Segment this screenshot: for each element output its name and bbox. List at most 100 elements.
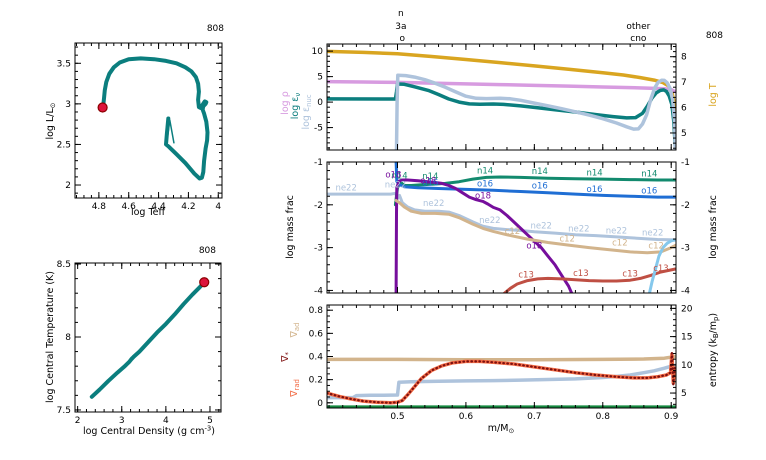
y-right-tick-label: 10 [681, 361, 693, 371]
annotation-n14: n14 [477, 167, 493, 177]
y-right-tick-label: -4 [681, 286, 690, 296]
x-tick-label: 0.8 [596, 412, 611, 422]
series-entropy [327, 363, 676, 400]
y-right-tick-label: 7 [681, 78, 687, 88]
annotation-o16: o16 [587, 185, 603, 195]
series-log-rho [327, 79, 676, 94]
annotation-o16: o16 [532, 182, 548, 192]
series-ne22 [327, 191, 676, 242]
series-hr-track-loop [166, 119, 175, 144]
annotation-n14: n14 [422, 172, 438, 182]
x-tick-label: 3 [119, 416, 125, 426]
grad-ylabel-gradad: ∇ad [289, 323, 301, 339]
panel-frame-grad [326, 304, 677, 409]
y-tick-label: -1 [314, 158, 323, 168]
annotation-c12: c12 [559, 235, 575, 245]
panel-burn: 10 5 0 -5 8 7 6 5 n 3a o other cno [312, 9, 687, 151]
annotation-c12: c12 [648, 241, 664, 251]
panel-trho: 2 3 4 5 7.5 8 8.5 [57, 260, 222, 426]
panel-frame-abund [326, 161, 677, 294]
abund-ylabel-left: log mass frac [285, 195, 296, 259]
y-tick-label: 10 [312, 47, 324, 57]
y-right-tick-label: 15 [681, 333, 692, 343]
annotation-o18: o18 [526, 241, 542, 251]
abund-ylabel-right: log mass frac [708, 195, 719, 259]
y-right-tick-label: -3 [681, 244, 690, 254]
panel-hr: 4.8 4.6 4.4 4.2 4 2 2.5 3 3.5 [57, 42, 223, 212]
burn-ylabel-epsnuc: log εnuc [301, 94, 313, 129]
x-tick-label: 0.9 [664, 412, 679, 422]
series-grad-ad [327, 354, 676, 362]
annotation-n14: n14 [391, 171, 407, 181]
y-tick-label: 8 [65, 333, 71, 343]
series-hr-track [100, 56, 210, 181]
y-tick-label: 0.8 [309, 306, 324, 316]
panel-abund: -1 -2 -3 -4 -1 -2 -3 -4 ne22 ne22 ne22 ne22 ne22 ne22… [314, 158, 690, 296]
annotation-o18: o18 [475, 191, 491, 201]
y-right-tick-label: -1 [681, 158, 690, 168]
x-tick-label: 0.5 [390, 412, 404, 422]
burn-ylabel-logT: log T [708, 83, 719, 107]
y-tick-label: 2 [65, 181, 71, 191]
annotation-o16: o16 [477, 179, 493, 189]
annotation-o16: o16 [641, 187, 657, 197]
y-tick-label: -4 [314, 286, 323, 296]
y-tick-label: 5 [317, 73, 323, 83]
y-right-tick-label: 8 [681, 53, 687, 63]
y-tick-label: -2 [314, 201, 323, 211]
annotation-c12: c12 [612, 238, 628, 248]
x-tick-label: 0.7 [527, 412, 541, 422]
series-c12 [394, 199, 676, 255]
series-grad-star [327, 351, 676, 404]
y-tick-label: 0.6 [309, 329, 324, 339]
annotation-n14: n14 [641, 170, 657, 180]
y-tick-label: -3 [314, 244, 323, 254]
series-trho-track [89, 280, 207, 399]
annotation-c12: c12 [505, 227, 521, 237]
y-right-tick-label: 5 [681, 129, 687, 139]
y-tick-label: 3 [65, 100, 71, 110]
hr-model-number: 808 [207, 24, 224, 34]
annotation-cno: cno [630, 34, 647, 44]
panel-grad: 0.5 0.6 0.7 0.8 0.9 0.8 0.6 0.4 0.2 0 20 15 10 5 [309, 304, 693, 422]
y-right-tick-label: 6 [681, 104, 687, 114]
y-right-tick-label: 20 [681, 304, 693, 314]
x-tick-label: 0.6 [459, 412, 474, 422]
annotation-c13: c13 [518, 271, 534, 281]
annotation-o18: o18 [420, 176, 436, 186]
series-log-eps-nuc [394, 73, 676, 150]
hr-xlabel: log Teff [131, 207, 166, 218]
x-tick-label: 4 [215, 202, 221, 212]
annotation-o18: o18 [385, 170, 401, 180]
annotation-ne22: ne22 [568, 224, 589, 234]
y-tick-label: 0 [317, 98, 323, 108]
annotation-ne22: ne22 [606, 226, 627, 236]
trho-current-model-marker [199, 277, 210, 288]
annotation-ne22: ne22 [385, 181, 406, 191]
annotation-ne22: ne22 [642, 229, 663, 239]
annotation-other: other [626, 22, 650, 32]
x-tick-label: 4.8 [92, 202, 107, 212]
y-tick-label: 3.5 [57, 59, 71, 69]
annotation-ne22: ne22 [423, 199, 444, 209]
series-log-eps-nu [327, 82, 676, 150]
y-tick-label: 0.4 [309, 353, 324, 363]
y-right-tick-label: -2 [681, 201, 690, 211]
x-tick-label: 2 [75, 416, 81, 426]
trho-ylabel: log Central Temperature (K) [45, 271, 56, 403]
profile-model-number: 808 [706, 31, 723, 41]
x-tick-label: 4 [163, 416, 169, 426]
x-tick-label: 4.6 [122, 202, 137, 212]
profile-xlabel: m/M⊙ [488, 423, 514, 435]
trho-xlabel: log Central Density (g cm-3) [83, 425, 215, 437]
annotation-ne22: ne22 [335, 183, 356, 193]
annotation-c13: c13 [573, 269, 589, 279]
x-tick-label: 4.2 [181, 202, 195, 212]
y-tick-label: 0 [317, 399, 323, 409]
x-tick-label: 4.4 [151, 202, 166, 212]
hr-current-model-marker [97, 102, 108, 113]
grad-ylabel-entropy: entropy (kB/mp) [708, 313, 720, 387]
panel-frame-hr [74, 42, 223, 199]
